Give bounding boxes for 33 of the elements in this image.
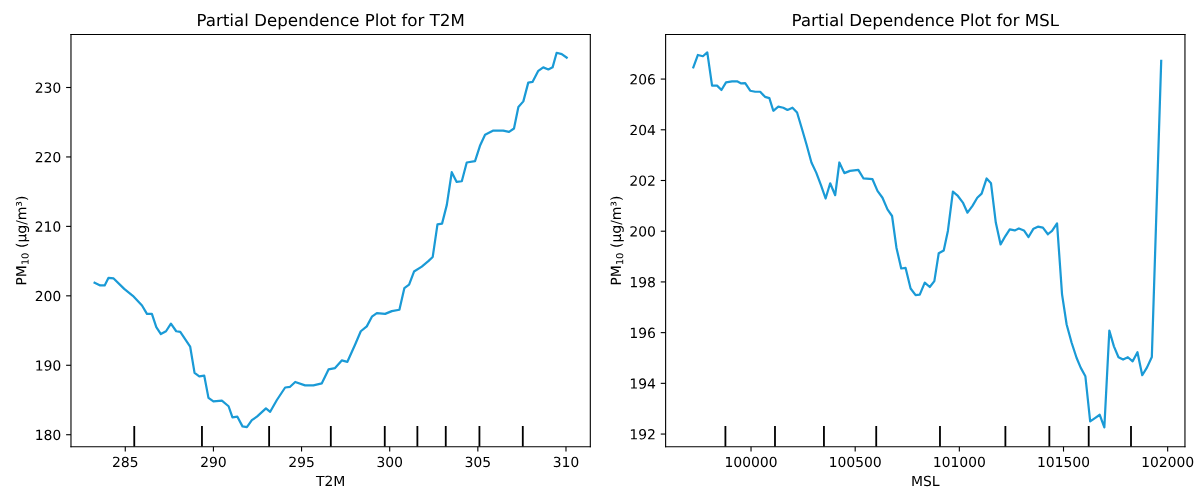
x-tick-label: 290 xyxy=(201,456,226,468)
y-tick-label: 202 xyxy=(630,175,655,186)
y-axis-title: PM$_{10}$ (µg/m³) xyxy=(610,196,624,285)
y-tick-label: 220 xyxy=(35,151,61,163)
x-tick-label: 305 xyxy=(465,456,490,468)
y-tick-label: 230 xyxy=(35,82,61,93)
line-series xyxy=(93,51,568,429)
y-tick-label: 210 xyxy=(35,221,61,232)
line-series xyxy=(692,51,1163,429)
y-tick-label: 200 xyxy=(35,290,61,302)
x-tick-label: 101000 xyxy=(934,456,985,468)
y-tick-label: 190 xyxy=(36,360,61,371)
x-tick-label: 100000 xyxy=(726,456,777,468)
x-tick-label: 300 xyxy=(377,456,403,468)
y-tick-label: 196 xyxy=(630,327,656,339)
x-tick-label: 102000 xyxy=(1142,456,1194,468)
x-tick-label: 101500 xyxy=(1038,456,1090,468)
x-tick-label: 285 xyxy=(113,456,138,468)
y-tick-label: 180 xyxy=(36,429,61,441)
y-tick-label: 206 xyxy=(630,74,656,85)
x-axis-title: T2M xyxy=(315,475,344,487)
y-tick-label: 200 xyxy=(630,226,655,237)
x-tick-label: 295 xyxy=(289,456,314,468)
y-tick-label: 194 xyxy=(630,378,656,389)
x-tick-label: 310 xyxy=(553,456,579,468)
y-tick-label: 192 xyxy=(630,429,655,440)
y-tick-label: 204 xyxy=(630,124,656,136)
x-axis-title: MSL xyxy=(912,475,940,487)
y-tick-label: 198 xyxy=(630,276,655,288)
chart-title: Partial Dependence Plot for MSL xyxy=(793,13,1059,30)
chart-title: Partial Dependence Plot for T2M xyxy=(198,13,464,30)
x-tick-label: 100500 xyxy=(830,456,881,468)
y-axis-title: PM$_{10}$ (µg/m³) xyxy=(15,196,30,285)
